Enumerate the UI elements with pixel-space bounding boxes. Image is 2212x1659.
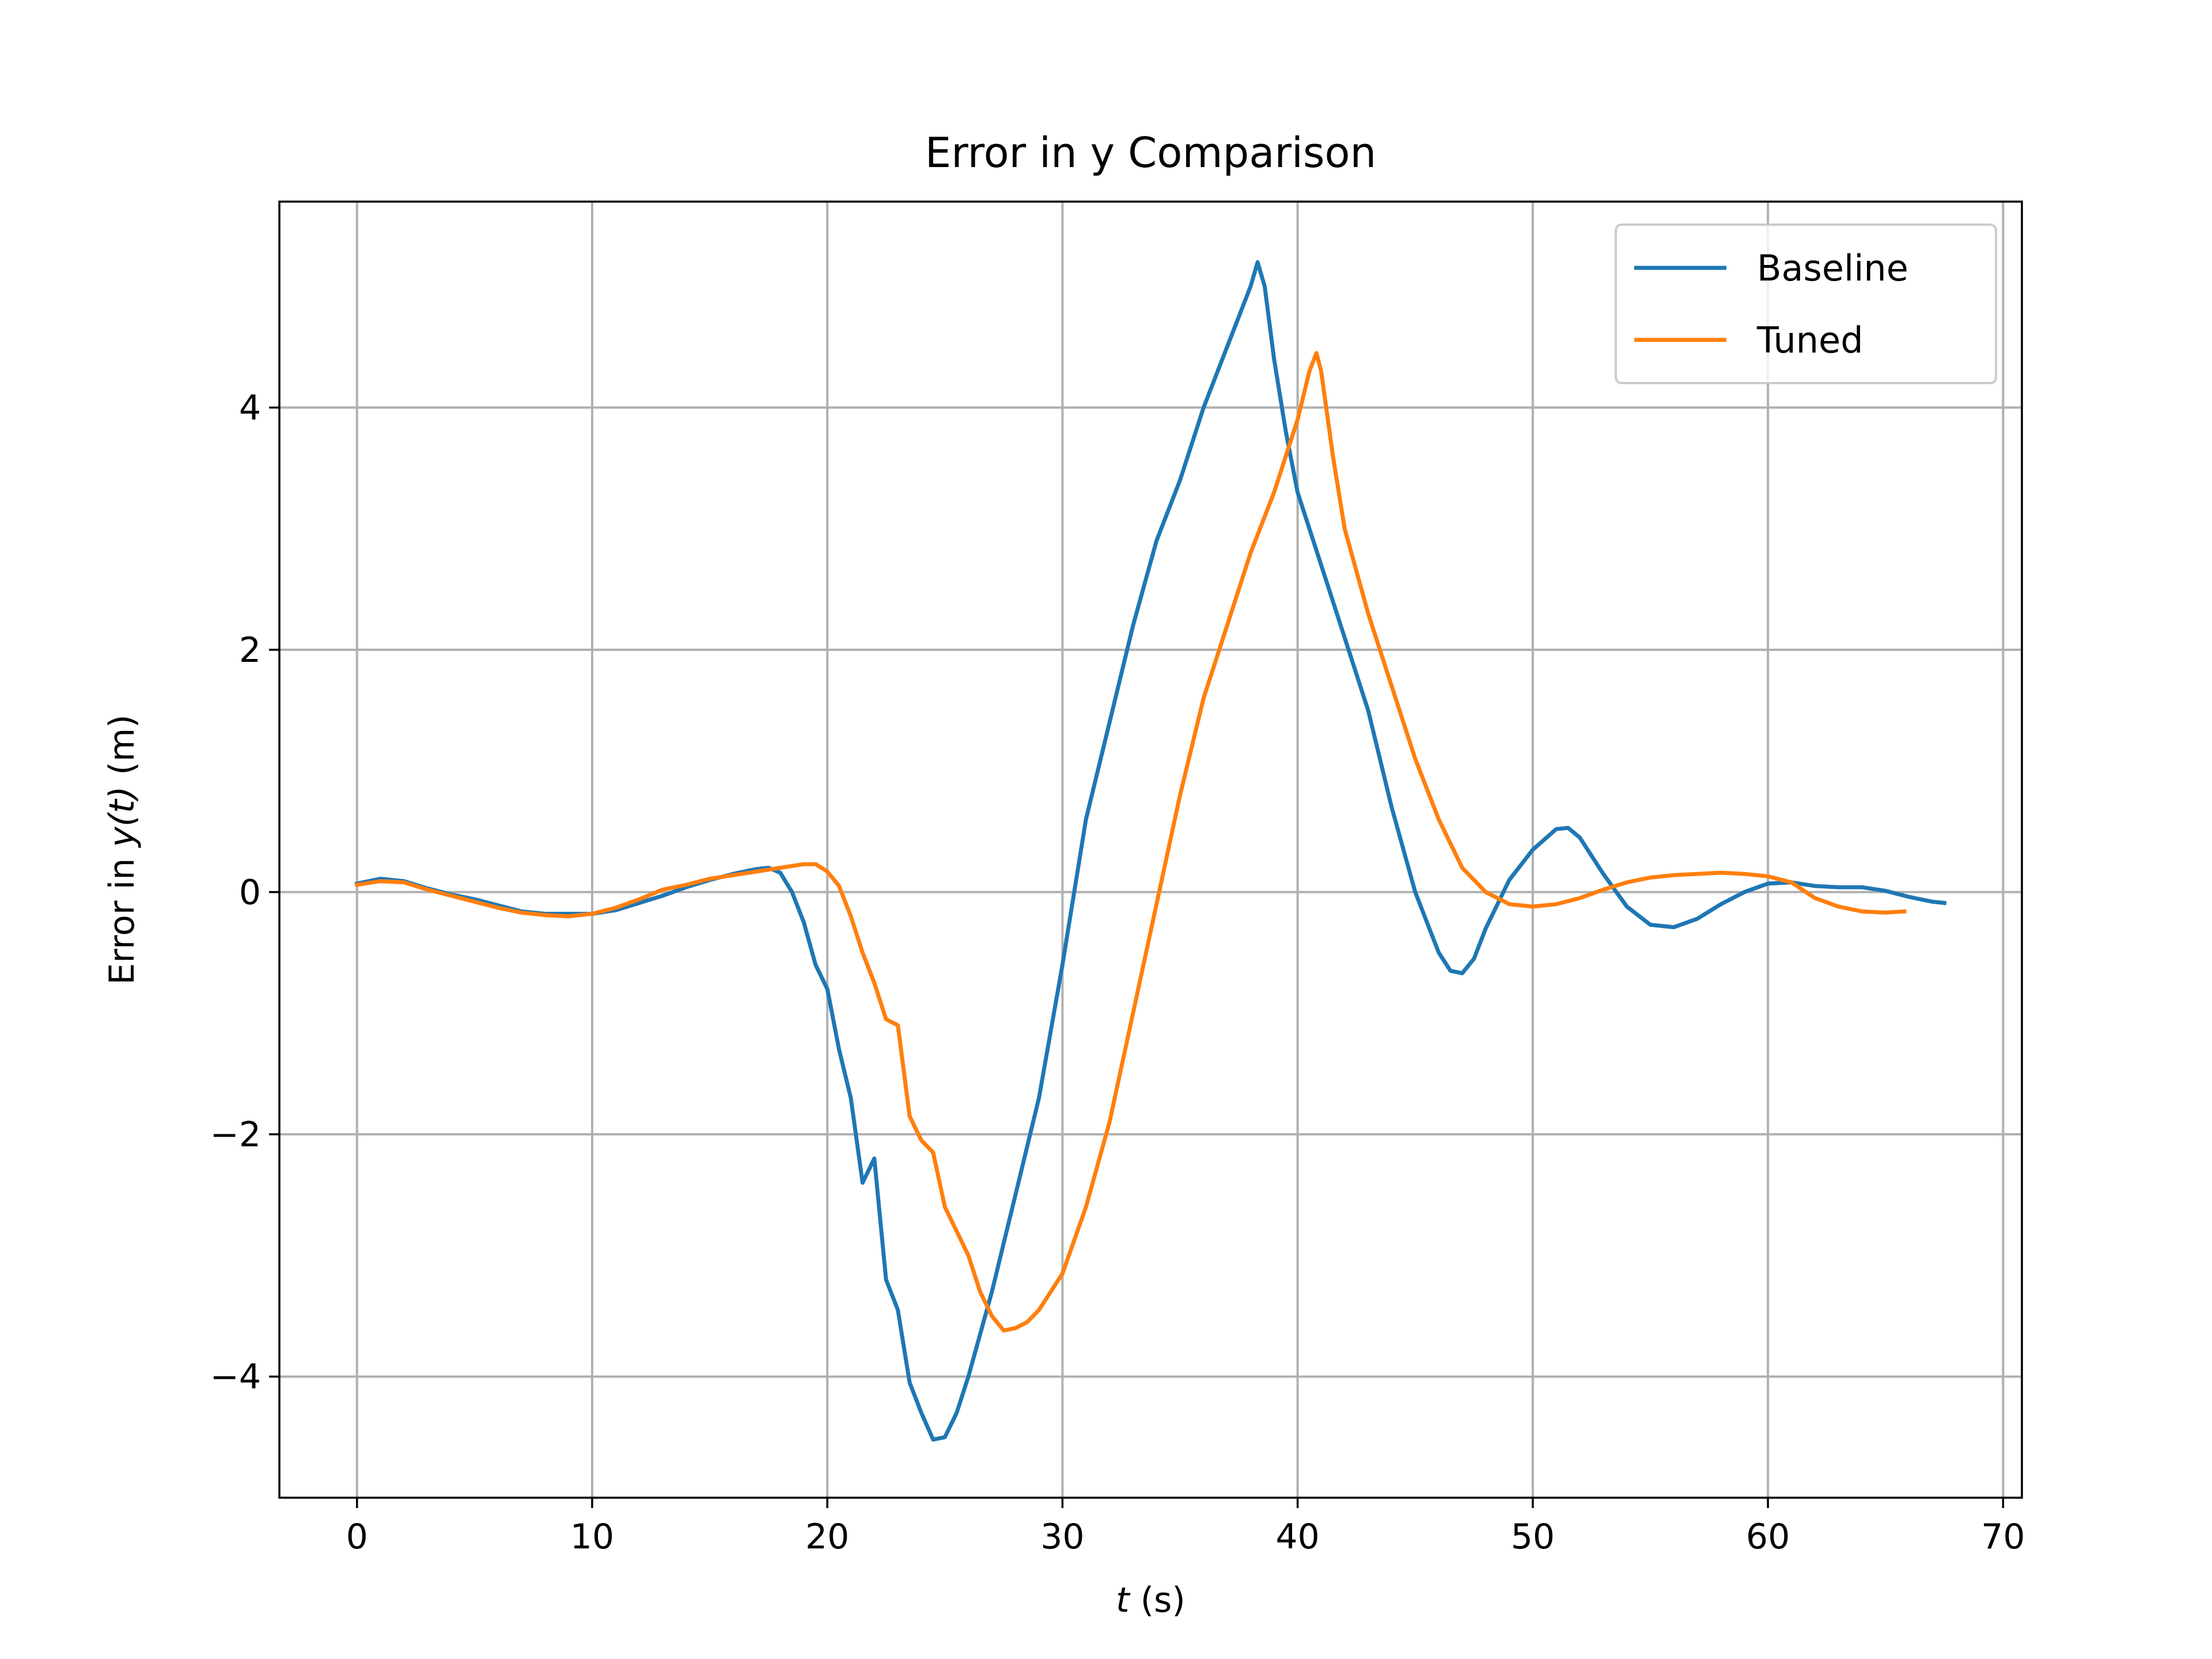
- y-axis-label: Error in y(t) (m): [102, 714, 142, 984]
- y-axis-label-var-a: y(: [102, 812, 142, 849]
- y-axis-label-var-b: t: [102, 798, 142, 813]
- ticks: 0 10 20 30 40 50 60 70 −4 −2 0 2 4: [210, 388, 2025, 1557]
- grid: [279, 202, 2022, 1498]
- plot-area-frame: [278, 200, 2023, 1499]
- legend-label-baseline: Baseline: [1757, 247, 1908, 289]
- y-axis-label-prefix: Error in: [102, 847, 142, 985]
- legend-box: [1615, 224, 1997, 384]
- series-layer: [354, 260, 1947, 1442]
- y-axis-label-var-c: ): [102, 786, 142, 802]
- x-tick-label: 0: [346, 1517, 368, 1557]
- x-tick-label: 60: [1746, 1517, 1790, 1557]
- series-line-tuned: [354, 351, 1907, 1333]
- y-tick-label: 2: [239, 630, 261, 671]
- chart-title: Error in y Comparison: [925, 128, 1377, 177]
- y-axis-label-unit: (m): [102, 714, 142, 786]
- y-tick-label: −4: [210, 1357, 261, 1397]
- x-tick-label: 30: [1040, 1517, 1084, 1557]
- legend: Baseline Tuned: [1615, 224, 1997, 384]
- x-tick-label: 50: [1511, 1517, 1555, 1557]
- x-tick-label: 10: [570, 1517, 614, 1557]
- x-axis-label-unit: (s): [1130, 1580, 1185, 1620]
- x-tick-label: 40: [1275, 1517, 1319, 1557]
- x-axis-label: t (s): [1116, 1580, 1185, 1620]
- y-tick-label: 0: [239, 873, 261, 913]
- y-tick-label: −2: [210, 1115, 261, 1155]
- y-tick-label: 4: [239, 388, 261, 428]
- x-tick-label: 70: [1981, 1517, 2025, 1557]
- x-axis-label-var: t: [1116, 1580, 1131, 1620]
- legend-label-tuned: Tuned: [1756, 319, 1863, 361]
- x-tick-label: 20: [805, 1517, 849, 1557]
- series-line-baseline: [354, 260, 1947, 1442]
